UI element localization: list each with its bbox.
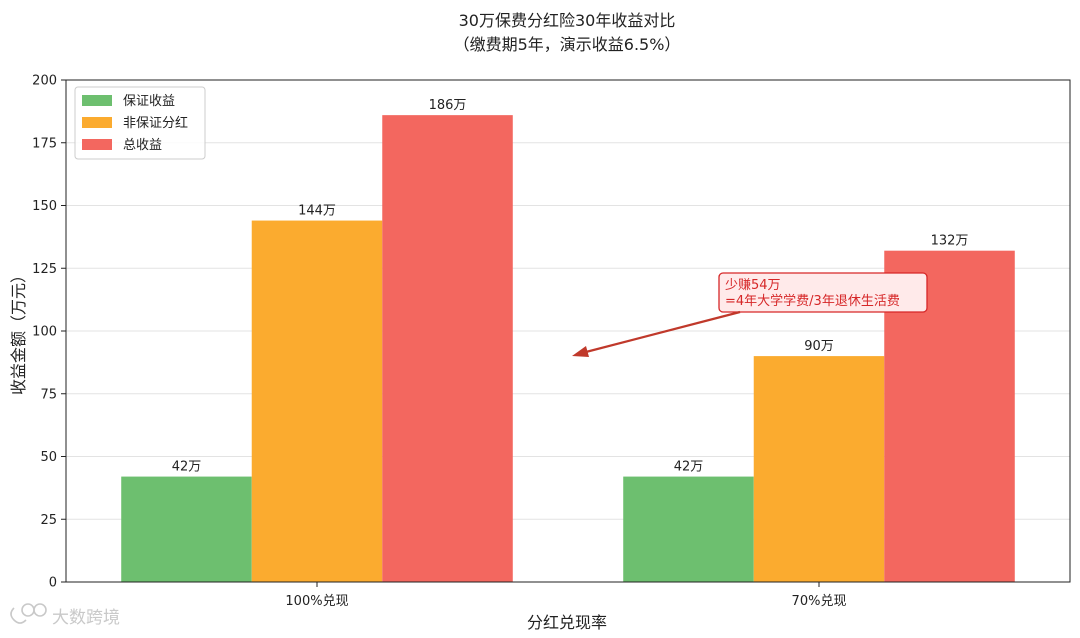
watermark-logo-icon [10,603,47,624]
watermark-text: 大数跨境 [52,608,120,628]
x-tick-label: 100%兑现 [285,594,348,609]
legend: 保证收益 非保证分红 总收益 [74,86,206,160]
annotation-arrow-head [572,346,589,357]
y-tick-label: 175 [32,136,57,151]
legend-label-non-guaranteed: 非保证分红 [123,115,188,131]
legend-label-total: 总收益 [123,138,162,153]
bar [753,356,885,582]
legend-swatch-non-guaranteed [82,117,112,128]
chart-title: 30万保费分红险30年收益对比 [459,11,676,30]
legend-swatch-guaranteed [82,95,112,106]
bar [251,220,383,582]
y-tick-label: 125 [32,262,57,277]
plot-frame [65,79,1071,583]
bar-value-label: 186万 [429,98,467,113]
annotation-arrow-line [581,310,741,355]
bar-value-label: 42万 [674,460,704,475]
bar [121,476,252,582]
x-axis-label: 分红兑现率 [527,613,607,632]
y-tick-label: 100 [32,325,57,340]
y-tick-label: 50 [40,450,57,465]
y-tick-label: 150 [32,199,57,214]
legend-label-guaranteed: 保证收益 [123,94,175,109]
annotation-line-2: =4年大学学费/3年退休生活费 [725,293,900,309]
y-axis-ticks: 0 25 50 75 100 125 150 175 200 [32,74,66,591]
data-labels: 42万 144万 186万 42万 90万 132万 [172,98,969,474]
bar-value-label: 144万 [298,204,336,219]
y-tick-label: 75 [40,387,57,402]
annotation-box [718,272,928,313]
y-axis-label: 收益金额（万元） [9,267,28,395]
legend-swatch-total [82,139,112,150]
bar-value-label: 132万 [931,234,969,249]
x-tick-label: 70%兑现 [792,594,847,609]
x-axis-ticks: 100%兑现 70%兑现 [285,582,846,609]
y-tick-label: 25 [40,513,57,528]
chart-subtitle: （缴费期5年，演示收益6.5%） [454,35,681,54]
y-tick-label: 200 [32,74,57,89]
watermark: 大数跨境 [10,603,120,628]
annotation-line-1: 少赚54万 [725,277,781,293]
y-tick-label: 0 [49,576,57,591]
bars [121,115,1015,582]
bar-value-label: 90万 [804,339,834,354]
annotation: 少赚54万 =4年大学学费/3年退休生活费 [572,272,928,357]
bar-value-label: 42万 [172,460,202,475]
bar [623,476,754,582]
bar [382,115,513,582]
